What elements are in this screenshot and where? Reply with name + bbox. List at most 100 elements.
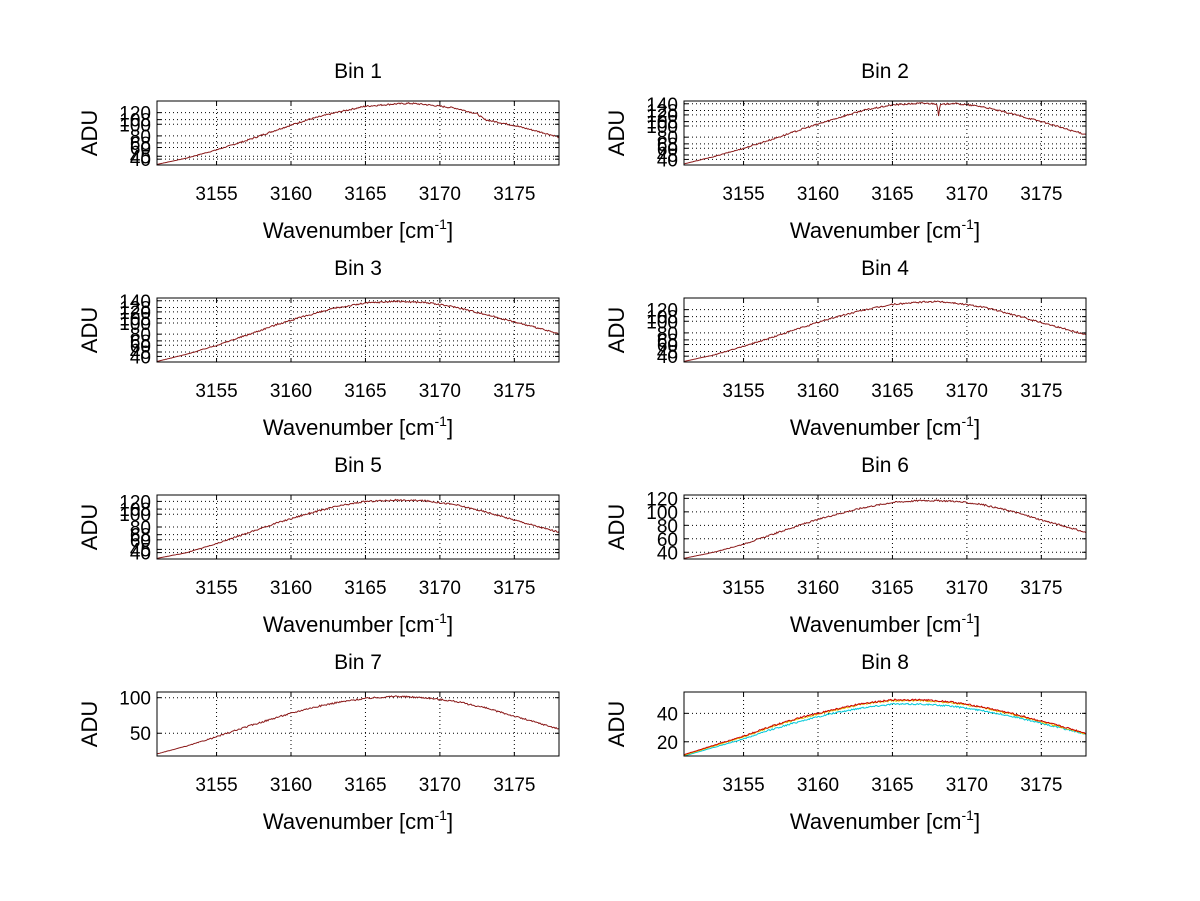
x-tick-label: 3175 (493, 578, 535, 599)
x-axis-label: Wavenumber [cm-1] (790, 610, 980, 637)
x-tick-label: 3170 (419, 775, 461, 796)
x-tick-label: 3170 (946, 775, 988, 796)
x-axis-label: Wavenumber [cm-1] (263, 413, 453, 440)
y-axis-label: ADU (604, 504, 629, 550)
y-tick-label: 108 (119, 500, 151, 521)
y-tick-label: 68 (130, 134, 151, 155)
y-tick-label: 120 (646, 489, 678, 510)
series-line-trace (157, 498, 559, 559)
x-tick-label: 3160 (270, 184, 312, 205)
y-axis-label: ADU (604, 110, 629, 156)
y-tick-label: 80 (130, 518, 151, 539)
x-tick-label: 3160 (797, 578, 839, 599)
y-tick-label: 40 (657, 347, 678, 368)
x-tick-label: 3155 (722, 578, 764, 599)
x-tick-label: 3175 (493, 184, 535, 205)
series-line-trace-cyan (684, 702, 1086, 756)
x-tick-label: 3170 (419, 184, 461, 205)
x-tick-label: 3160 (270, 381, 312, 402)
x-tick-label: 3155 (722, 184, 764, 205)
y-tick-label: 50 (130, 724, 151, 745)
y-axis-label: ADU (77, 701, 102, 747)
y-tick-label: 80 (130, 127, 151, 148)
subplot-title: Bin 7 (334, 651, 382, 674)
subplot-title: Bin 4 (861, 257, 909, 280)
y-tick-label: 108 (119, 111, 151, 132)
x-tick-label: 3160 (797, 184, 839, 205)
series-line-trace (157, 299, 559, 362)
x-tick-label: 3170 (946, 184, 988, 205)
x-tick-label: 3165 (344, 184, 386, 205)
axes-frame (156, 691, 560, 757)
x-tick-label: 3175 (1020, 578, 1062, 599)
y-tick-label: 128 (119, 298, 151, 319)
subplot-title: Bin 1 (334, 60, 382, 83)
x-tick-label: 3165 (871, 381, 913, 402)
subplot-grid: 3155 3160 3165 3170 31754045606880100108120B… (77, 60, 1087, 834)
x-axis-label: Wavenumber [cm-1] (263, 610, 453, 637)
x-tick-label: 3165 (871, 775, 913, 796)
subplot-bin-7: 3155 3160 3165 3170 3175 50 100 Bin 7 Wavenumber… (77, 651, 560, 834)
axes-frame (683, 297, 1087, 363)
series-line-trace-red (684, 698, 1086, 756)
y-tick-label: 48 (657, 343, 678, 364)
y-tick-label: 45 (130, 147, 151, 168)
y-tick-label: 45 (130, 540, 151, 561)
series-line-trace (684, 102, 1086, 165)
x-tick-label: 3155 (722, 775, 764, 796)
y-tick-label: 100 (119, 115, 151, 136)
y-tick-label: 40 (657, 543, 678, 564)
x-tick-label: 3160 (797, 381, 839, 402)
x-axis-label: Wavenumber [cm-1] (790, 216, 980, 243)
y-tick-label: 40 (130, 347, 151, 368)
y-tick-label: 108 (646, 113, 678, 134)
x-tick-label: 3165 (344, 381, 386, 402)
y-tick-label: 40 (657, 704, 678, 725)
x-tick-label: 3155 (195, 578, 237, 599)
y-tick-label: 80 (130, 325, 151, 346)
y-tick-label: 48 (657, 146, 678, 167)
x-tick-label: 3175 (493, 381, 535, 402)
y-tick-label: 120 (119, 303, 151, 324)
x-tick-label: 3155 (195, 184, 237, 205)
x-tick-label: 3170 (419, 381, 461, 402)
y-tick-label: 48 (130, 343, 151, 364)
y-axis-label: ADU (77, 504, 102, 550)
y-tick-label: 68 (657, 331, 678, 352)
x-tick-label: 3165 (871, 184, 913, 205)
axes-frame (156, 100, 560, 166)
x-tick-label: 3175 (1020, 775, 1062, 796)
y-tick-label: 40 (657, 150, 678, 171)
axes-frame (683, 100, 1087, 166)
subplot-title: Bin 5 (334, 454, 382, 477)
y-axis-label: ADU (77, 110, 102, 156)
x-tick-label: 3165 (871, 578, 913, 599)
x-tick-label: 3170 (419, 578, 461, 599)
y-axis-label: ADU (77, 307, 102, 353)
y-axis-label: ADU (604, 307, 629, 353)
subplot-bin-8: 3155 3160 3165 3170 3175 20 40 Bin 8 Wavenumber … (604, 651, 1087, 834)
x-tick-label: 3155 (195, 775, 237, 796)
x-axis-label: Wavenumber [cm-1] (263, 807, 453, 834)
subplot-bin-2: 3155 3160 3165 3170 3175 40486068801001081201… (604, 60, 1087, 243)
y-tick-label: 60 (130, 336, 151, 357)
y-tick-label: 120 (119, 104, 151, 125)
y-tick-label: 108 (646, 308, 678, 329)
y-tick-label: 68 (130, 332, 151, 353)
y-tick-label: 20 (657, 733, 678, 754)
subplot-title: Bin 8 (861, 651, 909, 674)
x-tick-label: 3160 (270, 775, 312, 796)
series-line-trace (684, 300, 1086, 362)
y-tick-label: 60 (130, 139, 151, 160)
subplot-title: Bin 2 (861, 60, 909, 83)
y-tick-label: 128 (646, 101, 678, 122)
y-axis-label: ADU (604, 701, 629, 747)
x-tick-label: 3175 (1020, 184, 1062, 205)
y-tick-label: 60 (657, 139, 678, 160)
x-axis-label: Wavenumber [cm-1] (263, 216, 453, 243)
y-tick-label: 80 (657, 516, 678, 537)
